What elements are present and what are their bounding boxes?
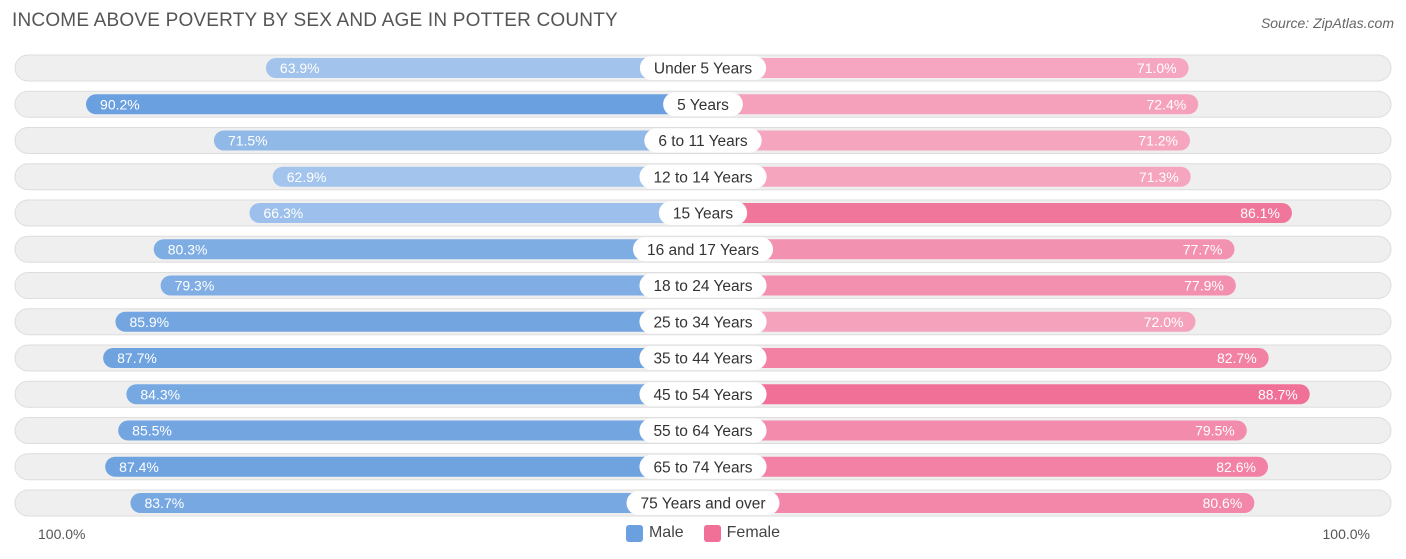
category-pill [639,273,767,298]
female-value-label: 79.5% [1195,423,1235,439]
male-bar [130,493,703,513]
chart-area: 63.9% 71.0% Under 5 Years 90.2% 72.4% 5 Years… [14,54,1392,517]
female-value-label: 82.7% [1217,350,1257,366]
category-label: 18 to 24 Years [653,278,752,295]
female-value-label: 71.0% [1137,60,1177,76]
female-bar [703,420,1247,441]
category-label: 6 to 11 Years [658,133,748,150]
male-value-label: 84.3% [140,386,180,402]
male-bar [105,456,703,477]
male-bar [103,348,703,368]
category-label: 75 Years and over [641,496,766,513]
female-value-label: 72.0% [1144,314,1184,330]
female-bar [703,166,1191,187]
male-value-label: 80.3% [168,241,208,257]
female-bar [703,203,1292,223]
female-bar [703,311,1196,332]
female-bar [703,58,1189,78]
female-value-label: 72.4% [1147,96,1187,112]
female-value-label: 71.2% [1138,133,1178,149]
category-label: 5 Years [677,97,729,114]
male-value-label: 66.3% [264,205,304,221]
male-value-label: 71.5% [228,133,268,149]
male-bar [265,58,703,78]
female-value-label: 86.1% [1240,205,1280,221]
male-value-label: 63.9% [280,60,320,76]
axis-right-label: 100.0% [1322,526,1370,542]
female-value-label: 77.7% [1183,241,1223,257]
category-pill [639,56,767,80]
category-label: 45 to 54 Years [653,387,752,404]
female-bar [703,239,1235,260]
male-value-label: 85.9% [129,314,169,330]
male-bar [126,384,703,405]
category-label: 25 to 34 Years [653,314,752,331]
category-label: 35 to 44 Years [653,351,752,368]
female-value-label: 88.7% [1258,386,1298,402]
category-label: 12 to 14 Years [653,169,752,186]
legend-swatch-male [625,524,643,542]
female-bar [703,384,1310,405]
category-pill [639,346,767,370]
category-pill [632,237,774,262]
male-bar [160,275,703,296]
legend-item-male: Male [625,524,684,542]
female-bar [703,94,1199,115]
category-pill [639,164,767,189]
legend-label-female: Female [726,524,781,541]
male-value-label: 62.9% [287,169,327,185]
category-pill [639,454,767,479]
category-label: Under 5 Years [654,61,752,78]
category-pill [639,382,767,407]
male-value-label: 87.7% [117,350,157,366]
female-bar [703,493,1255,513]
category-label: 55 to 64 Years [653,423,752,440]
male-value-label: 87.4% [119,459,159,475]
category-label: 65 to 74 Years [653,459,752,476]
male-bar [153,239,704,260]
legend-label-male: Male [648,524,684,541]
female-value-label: 80.6% [1203,495,1243,511]
female-bar [703,348,1269,368]
male-value-label: 85.5% [132,423,172,439]
female-value-label: 71.3% [1139,169,1179,185]
female-bar [703,130,1191,151]
category-label: 16 and 17 Years [647,242,759,259]
category-pill [658,201,748,225]
legend-item-female: Female [703,524,781,542]
male-value-label: 83.7% [144,495,184,511]
axis-left-label: 100.0% [38,526,86,542]
legend: Male Female [0,524,1406,542]
male-bar [272,166,703,187]
chart-title: INCOME ABOVE POVERTY BY SEX AND AGE IN P… [12,10,618,31]
male-value-label: 90.2% [100,96,140,112]
female-bar [703,275,1236,296]
male-bar [118,420,704,441]
category-pill [663,92,743,117]
male-bar [249,203,703,223]
category-pill [626,491,780,515]
source-label: Source: ZipAtlas.com [1260,15,1394,31]
category-pill [639,418,767,443]
category-pill [639,309,767,334]
category-pill [644,128,762,153]
category-label: 15 Years [673,206,734,223]
male-value-label: 79.3% [175,278,215,294]
male-bar [86,94,704,115]
female-value-label: 82.6% [1216,459,1256,475]
female-bar [703,456,1268,477]
legend-swatch-female [703,524,721,542]
male-bar [213,130,703,151]
male-bar [115,311,704,332]
female-value-label: 77.9% [1184,278,1224,294]
